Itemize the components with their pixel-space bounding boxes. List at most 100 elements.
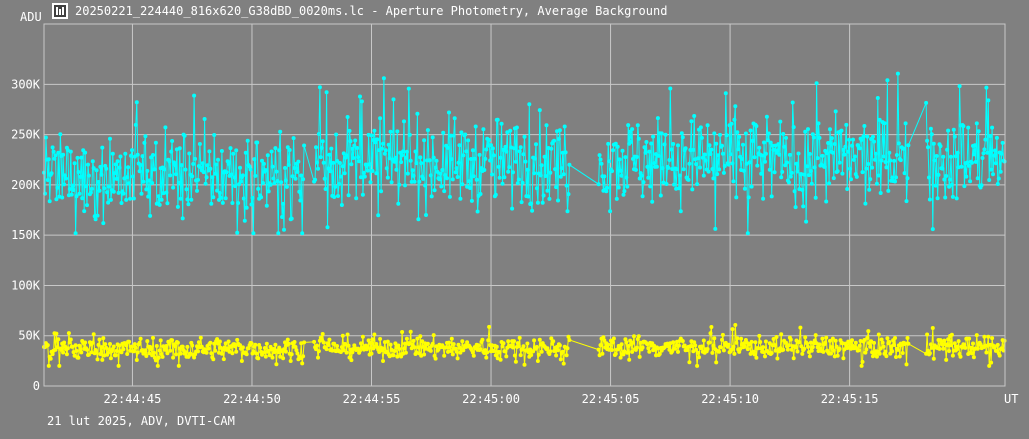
target-point xyxy=(654,164,659,169)
target-point xyxy=(877,117,882,122)
background-point xyxy=(286,341,291,346)
target-point xyxy=(613,141,618,146)
target-point xyxy=(388,129,393,134)
target-point xyxy=(692,114,697,118)
target-point xyxy=(273,146,278,151)
background-point xyxy=(516,344,521,349)
target-point xyxy=(893,179,897,184)
target-point xyxy=(219,149,224,153)
target-point xyxy=(481,127,486,132)
target-point xyxy=(776,142,781,147)
background-point xyxy=(448,349,453,353)
background-point xyxy=(942,338,947,343)
target-point xyxy=(105,190,110,195)
target-point xyxy=(952,134,957,139)
target-point xyxy=(295,169,300,174)
target-point xyxy=(717,167,722,172)
target-point xyxy=(851,137,855,142)
background-point xyxy=(904,362,909,367)
target-point xyxy=(518,145,523,150)
background-point xyxy=(283,349,288,354)
target-point xyxy=(984,85,989,90)
target-point xyxy=(226,161,231,166)
background-point xyxy=(949,332,954,337)
target-point xyxy=(259,195,264,200)
target-point xyxy=(711,176,716,181)
target-point xyxy=(177,146,182,151)
background-point xyxy=(975,346,980,351)
target-point xyxy=(152,167,157,172)
background-point xyxy=(61,350,66,355)
background-point xyxy=(62,340,67,345)
target-point xyxy=(527,102,532,107)
background-point xyxy=(258,345,263,350)
target-point xyxy=(50,145,55,150)
target-point xyxy=(362,174,367,179)
background-point xyxy=(95,357,100,362)
background-point xyxy=(45,343,50,348)
background-point xyxy=(428,348,433,353)
background-point xyxy=(395,354,400,359)
background-point xyxy=(513,359,518,364)
target-point xyxy=(130,148,134,153)
target-point xyxy=(890,175,895,180)
x-axis-label: UT xyxy=(1004,392,1018,406)
target-point xyxy=(458,196,463,201)
target-point xyxy=(375,137,380,142)
target-point xyxy=(542,154,547,159)
target-point xyxy=(202,117,207,121)
background-point xyxy=(497,350,502,355)
background-point xyxy=(865,335,870,340)
background-point xyxy=(301,354,306,359)
target-point xyxy=(344,153,349,158)
target-point xyxy=(147,178,152,183)
target-point xyxy=(487,138,492,142)
target-point xyxy=(358,94,362,99)
background-point xyxy=(501,341,506,346)
background-point xyxy=(369,351,374,356)
background-point xyxy=(442,353,447,358)
target-point xyxy=(216,157,220,162)
target-point xyxy=(986,98,991,103)
target-point xyxy=(299,173,304,178)
target-point xyxy=(642,145,647,150)
target-point xyxy=(165,201,170,206)
target-point xyxy=(437,177,442,182)
background-point xyxy=(767,341,772,346)
target-point xyxy=(680,135,685,140)
target-point xyxy=(845,187,850,191)
target-point xyxy=(356,155,361,160)
target-point xyxy=(860,170,865,175)
target-point xyxy=(475,209,480,214)
background-point xyxy=(327,337,332,342)
background-point xyxy=(335,344,340,348)
target-point xyxy=(731,179,736,184)
target-point xyxy=(418,155,423,160)
target-point xyxy=(875,96,880,100)
background-point xyxy=(293,345,298,349)
target-point xyxy=(489,143,493,148)
target-point xyxy=(729,121,734,126)
target-point xyxy=(701,173,706,178)
target-point xyxy=(534,142,538,147)
target-point xyxy=(210,175,215,180)
background-point xyxy=(378,337,383,341)
target-point xyxy=(881,154,886,159)
target-point xyxy=(732,117,737,122)
background-point xyxy=(731,344,736,349)
target-point xyxy=(850,143,854,148)
target-point xyxy=(949,154,953,159)
background-point xyxy=(880,340,885,345)
background-point xyxy=(719,345,723,350)
background-point xyxy=(627,357,632,362)
background-point xyxy=(368,341,373,345)
target-point xyxy=(261,161,266,166)
target-point xyxy=(943,195,948,200)
target-point xyxy=(148,213,153,218)
target-point xyxy=(792,189,797,194)
target-point xyxy=(500,181,505,186)
target-point xyxy=(537,108,542,113)
background-point xyxy=(696,350,701,355)
background-point xyxy=(500,344,505,349)
target-point xyxy=(106,200,111,205)
